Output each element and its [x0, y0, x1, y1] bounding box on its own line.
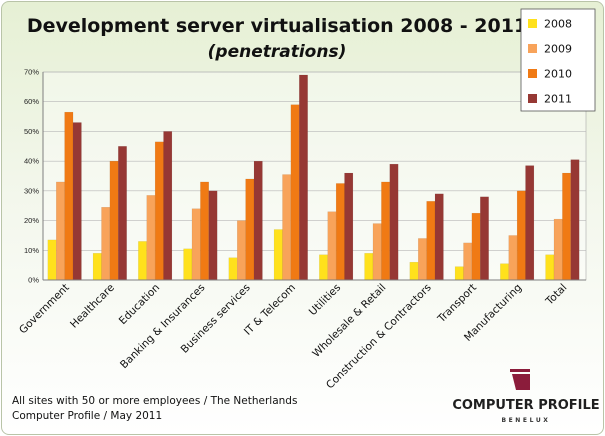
x-tick-label: Education	[117, 282, 162, 327]
bar-2009	[327, 211, 337, 281]
legend-label: 2008	[544, 18, 572, 31]
x-tick-label: Utilities	[307, 282, 343, 318]
bar-2009	[463, 242, 473, 281]
bar-2010	[426, 201, 436, 281]
bar-2009	[191, 208, 201, 281]
bar-2009	[553, 218, 563, 281]
gridlines	[43, 71, 586, 251]
x-tick-label: Transport	[435, 282, 479, 326]
bar-2008	[228, 257, 238, 281]
plot-area	[42, 71, 587, 281]
bar-2011	[208, 190, 218, 281]
bar-2011	[299, 74, 308, 281]
y-tick-label: 30%	[24, 186, 39, 195]
bar-2010	[381, 181, 390, 281]
logo-subtitle: BENELUX	[501, 417, 550, 424]
legend-swatch	[528, 94, 537, 103]
bar-2008	[364, 253, 374, 281]
bar-2010	[109, 160, 119, 281]
company-logo: COMPUTER PROFILE BENELUX	[452, 369, 600, 424]
legend-label: 2010	[544, 68, 572, 81]
bar-2008	[92, 253, 102, 281]
bar-2011	[389, 163, 399, 281]
y-tick-label: 50%	[24, 127, 39, 136]
bar-2008	[138, 241, 147, 281]
x-tick-label: Healthcare	[68, 282, 117, 331]
y-axis-ticks: 0% 10% 20% 30% 40% 50% 60% 70%	[24, 68, 39, 285]
bar-2009	[372, 223, 382, 281]
chart-title: Development server virtualisation 2008 -…	[27, 15, 527, 37]
y-tick-label: 10%	[24, 246, 39, 255]
bar-2008	[545, 254, 555, 281]
bar-2011	[163, 131, 173, 281]
y-tick-label: 70%	[24, 68, 39, 77]
legend-label: 2011	[544, 93, 572, 106]
bar-2009	[101, 206, 111, 281]
legend-swatch	[528, 44, 537, 53]
bar-2011	[434, 193, 444, 281]
bar-2010	[471, 212, 481, 281]
y-tick-label: 20%	[24, 216, 39, 225]
bar-2011	[72, 122, 82, 281]
legend-swatch	[528, 69, 537, 78]
bar-2011	[480, 196, 489, 281]
bar-2008	[273, 229, 283, 281]
x-tick-label: Total	[543, 282, 570, 309]
y-tick-label: 40%	[24, 157, 39, 166]
y-tick-label: 60%	[24, 97, 39, 106]
x-tick-label: Banking & Insurances	[118, 282, 207, 371]
logo-mark-shape	[512, 374, 530, 390]
bar-2010	[562, 172, 571, 281]
footnote-line-1: All sites with 50 or more employees / Th…	[12, 395, 297, 407]
bar-2009	[508, 235, 518, 281]
bar-2011	[253, 160, 263, 281]
bar-2010	[516, 190, 526, 281]
bar-2010	[200, 181, 209, 281]
bar-2010	[290, 104, 300, 281]
bar-2011	[344, 172, 354, 281]
bar-2010	[64, 111, 74, 281]
bar-2011	[118, 146, 127, 281]
legend: 2008 2009 2010 2011	[520, 8, 596, 112]
bar-2009	[418, 238, 427, 281]
bar-2008	[47, 239, 57, 281]
bar-2008	[500, 263, 509, 281]
bar-2011	[570, 159, 580, 281]
bar-2010	[154, 141, 164, 281]
bar-2009	[56, 181, 65, 281]
bar-2008	[183, 248, 193, 281]
logo-name: COMPUTER PROFILE	[452, 398, 599, 413]
bar-2009	[282, 174, 292, 281]
bar-2009	[237, 220, 246, 281]
bar-2009	[146, 195, 156, 281]
bar-2010	[245, 178, 255, 281]
bar-2008	[409, 261, 419, 281]
bar-2008	[319, 254, 328, 281]
x-tick-label: Government	[17, 282, 72, 337]
y-tick-label: 0%	[28, 276, 39, 285]
footnote-line-2: Computer Profile / May 2011	[12, 410, 162, 422]
legend-label: 2009	[544, 43, 572, 56]
chart-subtitle: (penetrations)	[208, 42, 347, 62]
logo-mark-bar	[510, 369, 530, 372]
bar-2008	[454, 266, 464, 281]
legend-swatch	[528, 19, 537, 28]
bar-2011	[525, 165, 535, 281]
bar-2010	[335, 183, 345, 281]
